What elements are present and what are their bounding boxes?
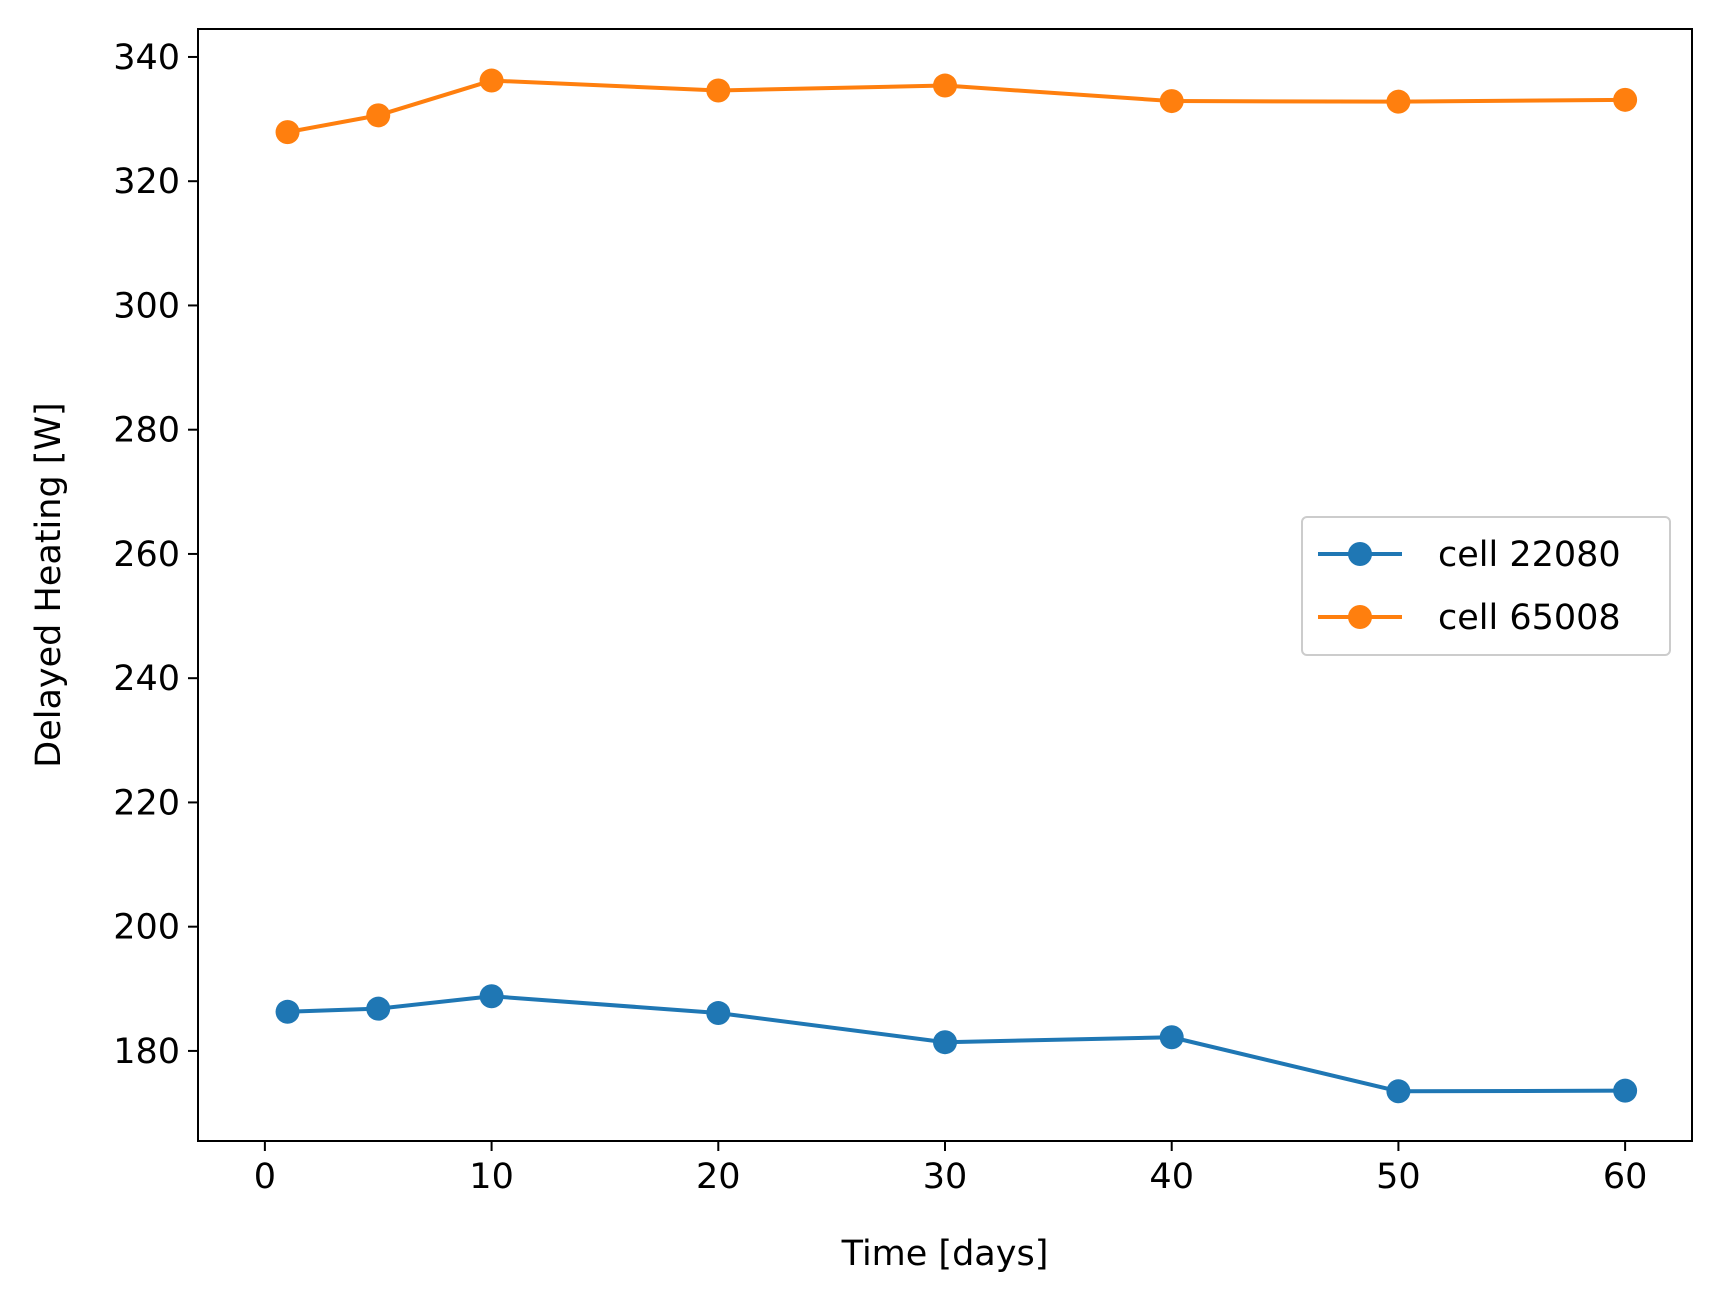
x-tick-label: 10 <box>469 1157 514 1197</box>
series-2 <box>275 68 1638 145</box>
x-tick-label: 60 <box>1603 1157 1648 1197</box>
y-axis-label: Delayed Heating [W] <box>29 402 69 767</box>
x-tick-label: 50 <box>1376 1157 1421 1197</box>
data-point <box>1386 89 1411 114</box>
y-axis-ticks: 180 200 220 240 260 280 300 320 340 <box>113 38 198 1072</box>
y-tick-label: 200 <box>113 908 180 948</box>
data-point <box>1613 87 1638 112</box>
series-line-2 <box>287 78 1626 135</box>
y-tick-label: 280 <box>113 411 180 451</box>
data-point <box>275 999 300 1024</box>
data-point <box>479 68 504 93</box>
data-point <box>1613 1078 1638 1103</box>
x-tick-label: 30 <box>923 1157 968 1197</box>
data-point <box>933 73 957 98</box>
data-point <box>706 1001 731 1026</box>
series-1 <box>275 984 1638 1104</box>
data-point <box>1159 1025 1184 1050</box>
x-tick-label: 0 <box>254 1157 276 1197</box>
legend-entry-1: cell 22080 <box>1318 535 1621 575</box>
y-tick-label: 180 <box>113 1032 180 1072</box>
x-axis-ticks: 0 10 20 30 40 50 60 <box>254 1141 1648 1197</box>
legend-frame <box>1301 516 1671 656</box>
legend-label-1: cell 22080 <box>1438 535 1621 575</box>
y-tick-label: 340 <box>113 38 180 78</box>
legend-marker-1 <box>1348 542 1372 566</box>
data-point <box>366 103 391 128</box>
y-tick-label: 240 <box>113 659 180 699</box>
y-tick-label: 260 <box>113 535 180 575</box>
y-tick-label: 300 <box>113 286 180 326</box>
data-point <box>479 984 504 1009</box>
x-tick-label: 20 <box>696 1157 741 1197</box>
x-axis-label: Time [days] <box>841 1234 1049 1274</box>
legend: cell 22080 cell 65008 <box>1301 516 1671 656</box>
data-point <box>1386 1079 1411 1104</box>
y-tick-label: 320 <box>113 162 180 202</box>
data-point <box>933 1030 957 1055</box>
x-tick-label: 40 <box>1149 1157 1194 1197</box>
data-point <box>706 78 731 103</box>
data-point <box>275 120 300 145</box>
data-point <box>1159 89 1184 114</box>
legend-marker-2 <box>1348 605 1372 629</box>
series-layer <box>275 68 1638 1104</box>
legend-label-2: cell 65008 <box>1438 598 1621 638</box>
series-line-1 <box>287 994 1626 1094</box>
y-tick-label: 220 <box>113 783 180 823</box>
legend-entry-2: cell 65008 <box>1318 598 1621 638</box>
data-point <box>366 996 391 1021</box>
